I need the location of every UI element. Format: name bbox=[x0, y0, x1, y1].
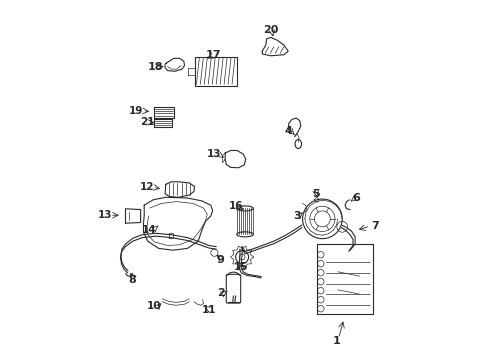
Text: 10: 10 bbox=[147, 301, 162, 311]
Text: 3: 3 bbox=[294, 211, 301, 221]
Text: 15: 15 bbox=[234, 262, 248, 272]
Text: 4: 4 bbox=[284, 126, 292, 136]
Text: 21: 21 bbox=[140, 117, 154, 127]
Text: 2: 2 bbox=[217, 288, 224, 298]
Text: 20: 20 bbox=[263, 24, 279, 35]
Text: 16: 16 bbox=[229, 201, 243, 211]
Text: 18: 18 bbox=[148, 62, 164, 72]
Text: 1: 1 bbox=[333, 336, 341, 346]
Text: 17: 17 bbox=[206, 50, 221, 60]
Text: 9: 9 bbox=[217, 255, 224, 265]
Text: 19: 19 bbox=[129, 106, 144, 116]
Text: 11: 11 bbox=[202, 305, 216, 315]
Text: 13: 13 bbox=[207, 149, 221, 159]
Text: 5: 5 bbox=[313, 189, 320, 199]
Text: 6: 6 bbox=[352, 193, 360, 203]
Text: 13: 13 bbox=[98, 210, 112, 220]
Text: 14: 14 bbox=[142, 225, 157, 235]
Text: 7: 7 bbox=[371, 221, 379, 231]
Text: 8: 8 bbox=[129, 275, 137, 285]
Text: 12: 12 bbox=[140, 182, 154, 192]
